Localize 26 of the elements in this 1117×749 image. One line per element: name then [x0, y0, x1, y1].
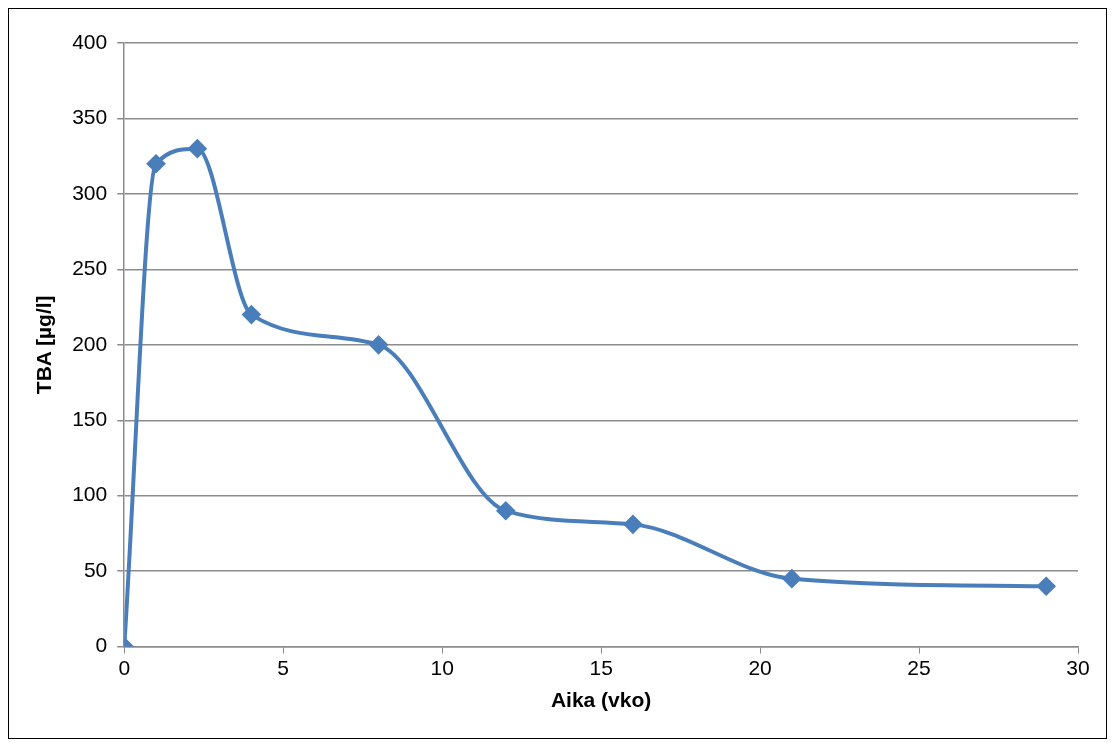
- y-tick-label: 300: [72, 180, 108, 204]
- y-axis-title: TBA [µg/l]: [32, 295, 56, 395]
- point: [188, 139, 207, 158]
- point: [147, 154, 166, 173]
- point: [242, 305, 261, 324]
- x-tick-label: 30: [1066, 656, 1090, 679]
- y-tick-label: 400: [72, 29, 108, 53]
- x-tick-label: 10: [430, 656, 454, 679]
- y-tick-label: 150: [72, 407, 108, 431]
- y-tick-label: 0: [95, 633, 108, 657]
- y-tick-label: 50: [83, 557, 108, 581]
- x-tick-label: 5: [277, 656, 290, 679]
- point: [623, 515, 642, 534]
- y-tick-label: 200: [72, 331, 108, 355]
- point: [496, 501, 515, 520]
- x-tick-label: 0: [118, 656, 131, 679]
- x-tick-label: 15: [589, 656, 613, 679]
- x-tick-label: 25: [907, 656, 931, 679]
- y-tick-label: 250: [72, 256, 108, 280]
- point: [1037, 577, 1056, 596]
- y-tick-label: 100: [72, 482, 108, 506]
- x-tick-label: 20: [748, 656, 772, 679]
- y-tick-label: 350: [72, 105, 108, 129]
- point: [782, 569, 801, 588]
- x-axis-title: Aika (vko): [550, 688, 652, 712]
- point: [369, 335, 388, 354]
